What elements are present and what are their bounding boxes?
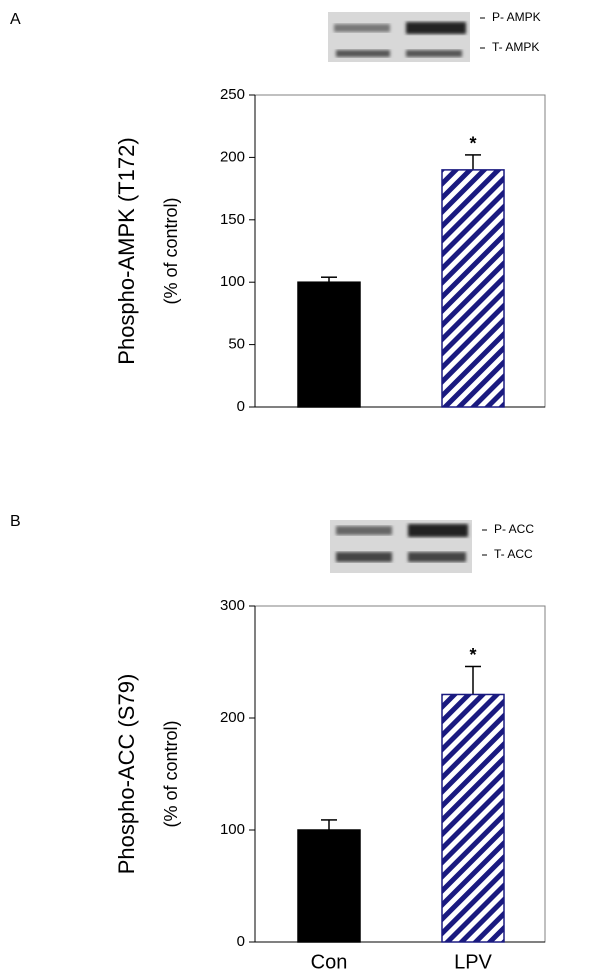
y-tick-label: 200	[220, 148, 245, 165]
y-tick-label: 0	[237, 398, 245, 415]
y-axis-label: (% of control)	[161, 197, 181, 304]
blot-label: P- AMPK	[492, 10, 541, 24]
y-tick-label: 50	[228, 336, 245, 353]
bar	[441, 169, 505, 408]
bar	[441, 693, 505, 943]
blot-label: P- ACC	[494, 522, 534, 536]
western-blot	[328, 12, 470, 62]
y-tick-label: 0	[237, 933, 245, 950]
western-blot	[330, 520, 472, 573]
y-tick-label: 250	[220, 86, 245, 103]
bar	[297, 281, 361, 408]
blot-label: T- ACC	[494, 547, 533, 561]
y-tick-label: 150	[220, 211, 245, 228]
annotation: *	[469, 134, 476, 154]
bar	[297, 829, 361, 943]
y-axis-label: Phospho-AMPK (T172)	[114, 137, 139, 364]
y-tick-label: 200	[220, 709, 245, 726]
panel-label: B	[10, 513, 21, 530]
panel-label: A	[10, 11, 21, 28]
x-tick-label: Con	[311, 951, 348, 973]
annotation: *	[469, 645, 476, 665]
y-tick-label: 100	[220, 273, 245, 290]
y-axis-label: Phospho-ACC (S79)	[114, 674, 139, 875]
y-axis-label: (% of control)	[161, 720, 181, 827]
y-tick-label: 100	[220, 821, 245, 838]
y-tick-label: 300	[220, 597, 245, 614]
x-tick-label: LPV	[454, 951, 492, 973]
blot-label: T- AMPK	[492, 40, 539, 54]
